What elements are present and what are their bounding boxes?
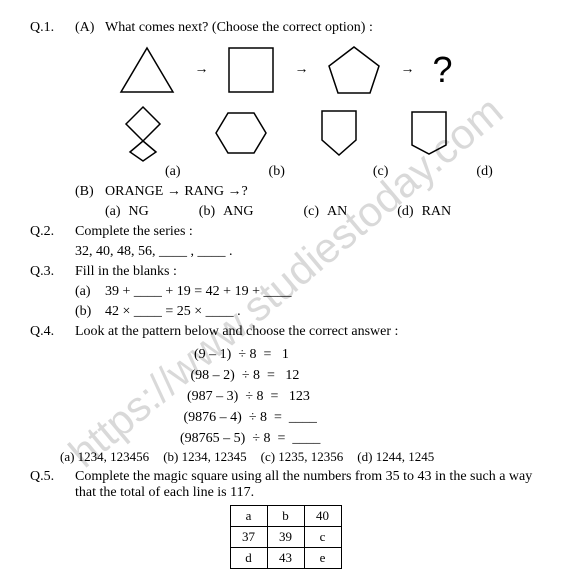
q1-partb-text: ORANGE → RANG →? [105,184,541,200]
q3-a-value: 39 + ____ + 19 = 42 + 19 + ____ [105,284,541,300]
option-d-shape [409,109,449,157]
q4-pattern: (9 – 1) ÷ 8 = 1 (98 – 2) ÷ 8 = 12 (987 –… [180,344,541,449]
q4-opt-d: (d) 1244, 1245 [357,449,434,465]
q1-sequence-shapes: → → → ? [30,44,541,96]
q1-partb-options: (a) NG (b) ANG (c) AN (d) RAN [30,204,541,220]
q1b-opt-c-label: (c) [303,204,319,220]
opt-d-label: (d) [476,164,492,180]
arrow-icon: → [294,62,308,78]
q5-text: Complete the magic square using all the … [75,469,541,501]
question-mark: ? [432,49,452,91]
q1-number: Q.1. [30,20,75,36]
q4-text: Look at the pattern below and choose the… [75,324,541,340]
magic-cell: e [304,548,341,569]
q4-opt-c: (c) 1235, 12356 [261,449,344,465]
q2-text: Complete the series : [75,224,541,240]
triangle-shape [118,45,176,95]
magic-cell: a [230,506,267,527]
q4-number: Q.4. [30,324,75,340]
q1-parta-label: (A) [75,20,105,36]
arrow-icon: → [194,62,208,78]
q1b-opt-d-value: RAN [422,204,452,220]
q5-number: Q.5. [30,469,75,485]
q3-b-row: (b) 42 × ____ = 25 × ____ . [30,304,541,320]
magic-square-table: a b 40 37 39 c d 43 e [230,505,342,569]
q2-series-row: 32, 40, 48, 56, ____ , ____ . [30,244,541,260]
q1b-opt-b-value: ANG [223,204,253,220]
q3-text: Fill in the blanks : [75,264,541,280]
q1-partb-label: (B) [75,184,105,200]
magic-cell: b [267,506,304,527]
opt-c-label: (c) [373,164,389,180]
q4-opt-a: (a) 1234, 123456 [60,449,149,465]
q4-opt-b: (b) 1234, 12345 [163,449,246,465]
q4-line-1: (9 – 1) ÷ 8 = 1 [180,344,541,365]
q4-line-5: (98765 – 5) ÷ 8 = ____ [180,428,541,449]
q4-line-3: (987 – 3) ÷ 8 = 123 [180,386,541,407]
q4-line-2: (98 – 2) ÷ 8 = 12 [180,365,541,386]
q3-number: Q.3. [30,264,75,280]
q1-option-labels-row: (a) (b) (c) (d) [30,164,541,180]
q1b-opt-a-value: NG [129,204,149,220]
q1b-opt-d-label: (d) [397,204,413,220]
square-shape [226,45,276,95]
q1-row: Q.1. (A) What comes next? (Choose the co… [30,20,541,36]
q1-option-shapes [30,104,541,162]
q4-line-4: (9876 – 4) ÷ 8 = ____ [180,407,541,428]
magic-cell: 37 [230,527,267,548]
option-c-shape [319,108,359,158]
magic-cell: 40 [304,506,341,527]
q3-b-label: (b) [75,304,105,320]
q1b-opt-a-label: (a) [105,204,121,220]
option-b-shape [213,109,269,157]
opt-a-label: (a) [165,164,181,180]
q1-parta-text: What comes next? (Choose the correct opt… [105,20,541,36]
q4-row: Q.4. Look at the pattern below and choos… [30,324,541,340]
q2-series: 32, 40, 48, 56, ____ , ____ . [75,244,541,260]
q2-number: Q.2. [30,224,75,240]
q3-b-value: 42 × ____ = 25 × ____ . [105,304,541,320]
magic-cell: 43 [267,548,304,569]
option-a-shape [123,104,163,162]
q3-a-label: (a) [75,284,105,300]
pentagon-shape [326,44,382,96]
q1-partb-row: (B) ORANGE → RANG →? [30,184,541,200]
q5-row: Q.5. Complete the magic square using all… [30,469,541,501]
q1b-opt-c-value: AN [327,204,347,220]
q4-options-row: (a) 1234, 123456 (b) 1234, 12345 (c) 123… [30,449,541,465]
q1b-opt-b-label: (b) [199,204,215,220]
opt-b-label: (b) [269,164,285,180]
arrow-icon: → [400,62,414,78]
q2-row: Q.2. Complete the series : [30,224,541,240]
magic-cell: c [304,527,341,548]
magic-cell: 39 [267,527,304,548]
magic-cell: d [230,548,267,569]
q3-row: Q.3. Fill in the blanks : [30,264,541,280]
q3-a-row: (a) 39 + ____ + 19 = 42 + 19 + ____ [30,284,541,300]
